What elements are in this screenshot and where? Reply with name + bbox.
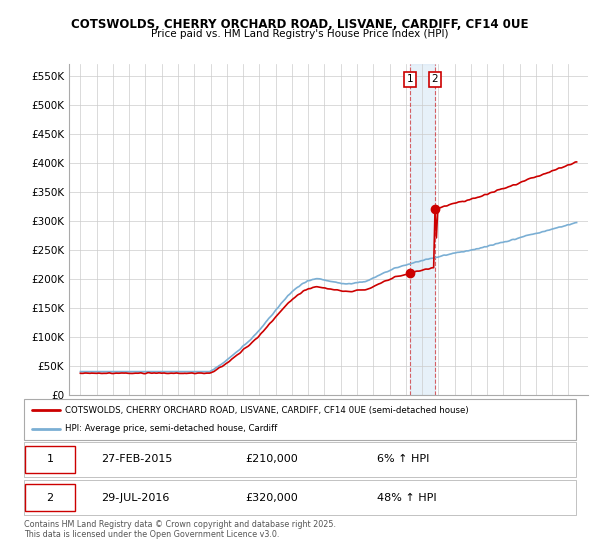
Text: 2: 2 xyxy=(432,74,439,84)
Text: 2: 2 xyxy=(46,493,53,502)
FancyBboxPatch shape xyxy=(25,484,75,511)
Text: COTSWOLDS, CHERRY ORCHARD ROAD, LISVANE, CARDIFF, CF14 0UE (semi-detached house): COTSWOLDS, CHERRY ORCHARD ROAD, LISVANE,… xyxy=(65,405,469,414)
Text: 1: 1 xyxy=(407,74,413,84)
Text: HPI: Average price, semi-detached house, Cardiff: HPI: Average price, semi-detached house,… xyxy=(65,424,278,433)
Text: £320,000: £320,000 xyxy=(245,493,298,502)
Bar xyxy=(410,64,435,395)
FancyBboxPatch shape xyxy=(24,399,576,440)
Text: 1: 1 xyxy=(46,455,53,464)
Text: 29-JUL-2016: 29-JUL-2016 xyxy=(101,493,170,502)
FancyBboxPatch shape xyxy=(24,442,576,477)
Text: 48% ↑ HPI: 48% ↑ HPI xyxy=(377,493,437,502)
Text: 6% ↑ HPI: 6% ↑ HPI xyxy=(377,455,430,464)
Text: Price paid vs. HM Land Registry's House Price Index (HPI): Price paid vs. HM Land Registry's House … xyxy=(151,29,449,39)
Text: COTSWOLDS, CHERRY ORCHARD ROAD, LISVANE, CARDIFF, CF14 0UE: COTSWOLDS, CHERRY ORCHARD ROAD, LISVANE,… xyxy=(71,18,529,31)
FancyBboxPatch shape xyxy=(25,446,75,473)
Text: Contains HM Land Registry data © Crown copyright and database right 2025.
This d: Contains HM Land Registry data © Crown c… xyxy=(24,520,336,539)
Text: £210,000: £210,000 xyxy=(245,455,298,464)
FancyBboxPatch shape xyxy=(24,480,576,515)
Text: 27-FEB-2015: 27-FEB-2015 xyxy=(101,455,173,464)
